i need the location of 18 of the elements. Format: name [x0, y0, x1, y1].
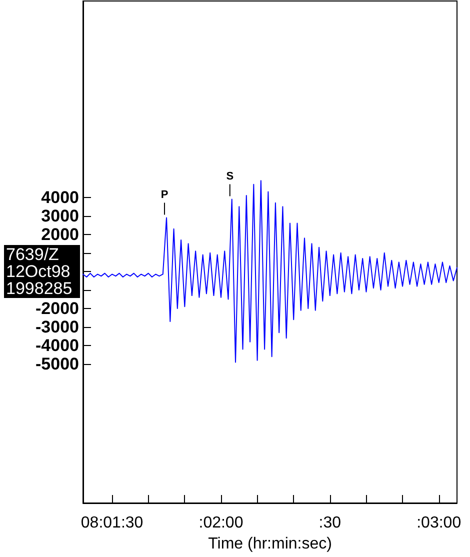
annotation: P [160, 189, 168, 202]
y-tick-label: -2000 [36, 299, 79, 318]
x-axis-title: Time (hr:min:sec) [208, 536, 332, 552]
y-tick-label: -3000 [36, 318, 79, 337]
text: 7639/Z [6, 244, 59, 264]
x-tick-label: :02:00 [198, 514, 244, 532]
y-tick-label: 4000 [41, 188, 79, 207]
y-tick-label: -5000 [36, 354, 79, 374]
x-tick-label: :03:00 [416, 514, 462, 532]
text: 12Oct98 [6, 262, 70, 281]
y-tick-label: 2000 [41, 224, 79, 244]
annotation: S [226, 170, 234, 183]
x-tick-label: :30 [318, 514, 342, 532]
text: 1998285 [6, 278, 72, 298]
y-tick-label: 3000 [41, 206, 79, 226]
x-tick-label: 08:01:30 [80, 514, 144, 532]
line-series [82, 180, 458, 363]
y-tick-label: -4000 [36, 336, 79, 356]
